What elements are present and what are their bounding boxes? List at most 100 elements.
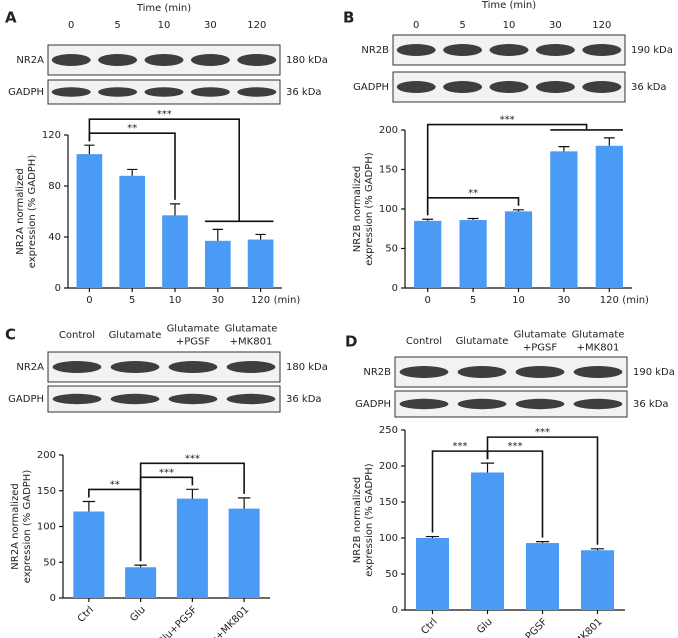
significance-label: ***: [453, 441, 468, 452]
error-bar: [212, 228, 223, 241]
error-bar: [558, 145, 570, 152]
blot-size-label: 180 kDa: [286, 362, 328, 373]
blot-band: [237, 54, 277, 66]
blot-band: [489, 44, 529, 56]
blot-row-label: GADPH: [353, 82, 389, 93]
blot-band: [98, 87, 138, 97]
bracket-line: [486, 436, 599, 545]
blot-band: [190, 54, 230, 66]
blot-band: [443, 44, 483, 56]
y-axis-label: NR2B normalized: [352, 477, 363, 563]
significance-label: ***: [535, 427, 550, 438]
x-axis-label: (min): [622, 295, 649, 306]
x-tick-label: Glu+MK801: [201, 604, 251, 638]
lane-label: +MK801: [230, 337, 273, 348]
y-axis-label: NR2B normalized: [352, 166, 363, 252]
y-tick-label: 0: [392, 605, 398, 616]
blot-size-label: 36 kDa: [633, 399, 669, 410]
bracket-line: [88, 118, 274, 223]
x-tick-label: Glu+PGSF: [506, 616, 550, 638]
x-tick-label: Ctrl: [419, 616, 439, 636]
bar: [471, 472, 504, 610]
y-tick-label: 50: [43, 557, 56, 568]
significance-label: ***: [159, 467, 174, 478]
lane-label: 30: [549, 20, 562, 31]
blot-band: [168, 361, 218, 373]
blot-band: [573, 398, 623, 410]
blot-band: [489, 81, 529, 93]
lane-label: Control: [59, 330, 95, 341]
y-tick-label: 150: [379, 165, 398, 176]
x-tick-label: Glu: [475, 616, 495, 636]
lane-label: Glutamate: [109, 330, 162, 341]
blot-band: [52, 361, 102, 373]
x-tick-label: 30: [558, 295, 571, 306]
lane-label: Glutamate: [167, 324, 220, 335]
bar: [504, 211, 533, 288]
error-bar: [467, 217, 479, 221]
significance-bracket: ***: [139, 453, 245, 562]
blot-band: [190, 87, 230, 97]
lane-label: Glutamate: [572, 330, 625, 341]
lane-label: 10: [503, 20, 516, 31]
error-bar: [169, 203, 181, 216]
y-tick-label: 50: [385, 569, 398, 580]
lane-label: 0: [413, 20, 419, 31]
error-bar: [255, 233, 266, 240]
blot-band: [399, 398, 449, 410]
blot-band: [515, 398, 565, 410]
blot-band: [110, 361, 160, 373]
x-tick-label: 30: [211, 295, 224, 306]
y-tick-label: 200: [379, 125, 398, 136]
lane-label: 0: [68, 20, 74, 31]
lane-label: Control: [406, 336, 442, 347]
x-tick-label: 0: [425, 295, 431, 306]
blot-band: [573, 366, 623, 378]
error-bar: [84, 144, 95, 155]
significance-label: **: [127, 123, 137, 134]
blot-row-label: NR2B: [361, 45, 389, 56]
blot-band: [226, 361, 276, 373]
blot-band: [144, 87, 184, 97]
significance-bracket: **: [426, 188, 520, 216]
blot-band: [52, 393, 102, 405]
y-tick-label: 80: [48, 181, 61, 192]
bar: [414, 220, 442, 288]
y-axis-label: NR2A normalized: [15, 168, 26, 254]
panel-label: C: [5, 326, 16, 344]
bar: [119, 175, 146, 288]
blot-header: Time (min): [481, 0, 536, 11]
x-tick-label: Glu+PGSF: [156, 604, 200, 638]
blot-size-label: 180 kDa: [286, 55, 328, 66]
error-bar: [127, 168, 138, 176]
significance-label: ***: [500, 115, 515, 126]
error-bar: [513, 209, 524, 212]
bar: [550, 151, 578, 288]
lane-label: Glutamate: [225, 324, 278, 335]
lane-label: 5: [459, 20, 465, 31]
error-bar: [134, 564, 147, 568]
blot-row-label: GADPH: [8, 394, 44, 405]
x-tick-label: 120: [251, 295, 270, 306]
y-tick-label: 100: [379, 204, 398, 215]
x-tick-label: Glu+MK801: [555, 616, 605, 638]
y-axis-label: expression (% GADPH): [27, 155, 38, 269]
blot-band: [98, 54, 138, 66]
y-tick-label: 200: [37, 450, 56, 461]
significance-label: **: [468, 188, 478, 199]
bar: [581, 550, 614, 610]
blot-band: [51, 54, 91, 66]
bar: [162, 215, 188, 288]
blot-band: [443, 81, 483, 93]
blot-row-label: NR2B: [363, 367, 391, 378]
blot-band: [144, 54, 184, 66]
lane-label: 10: [158, 20, 171, 31]
lane-label: Glutamate: [514, 330, 567, 341]
y-tick-label: 120: [42, 130, 61, 141]
bar: [204, 240, 231, 288]
panel-label: B: [343, 9, 354, 27]
error-bar: [237, 497, 251, 509]
blot-band: [582, 81, 622, 93]
error-bar: [422, 218, 434, 221]
